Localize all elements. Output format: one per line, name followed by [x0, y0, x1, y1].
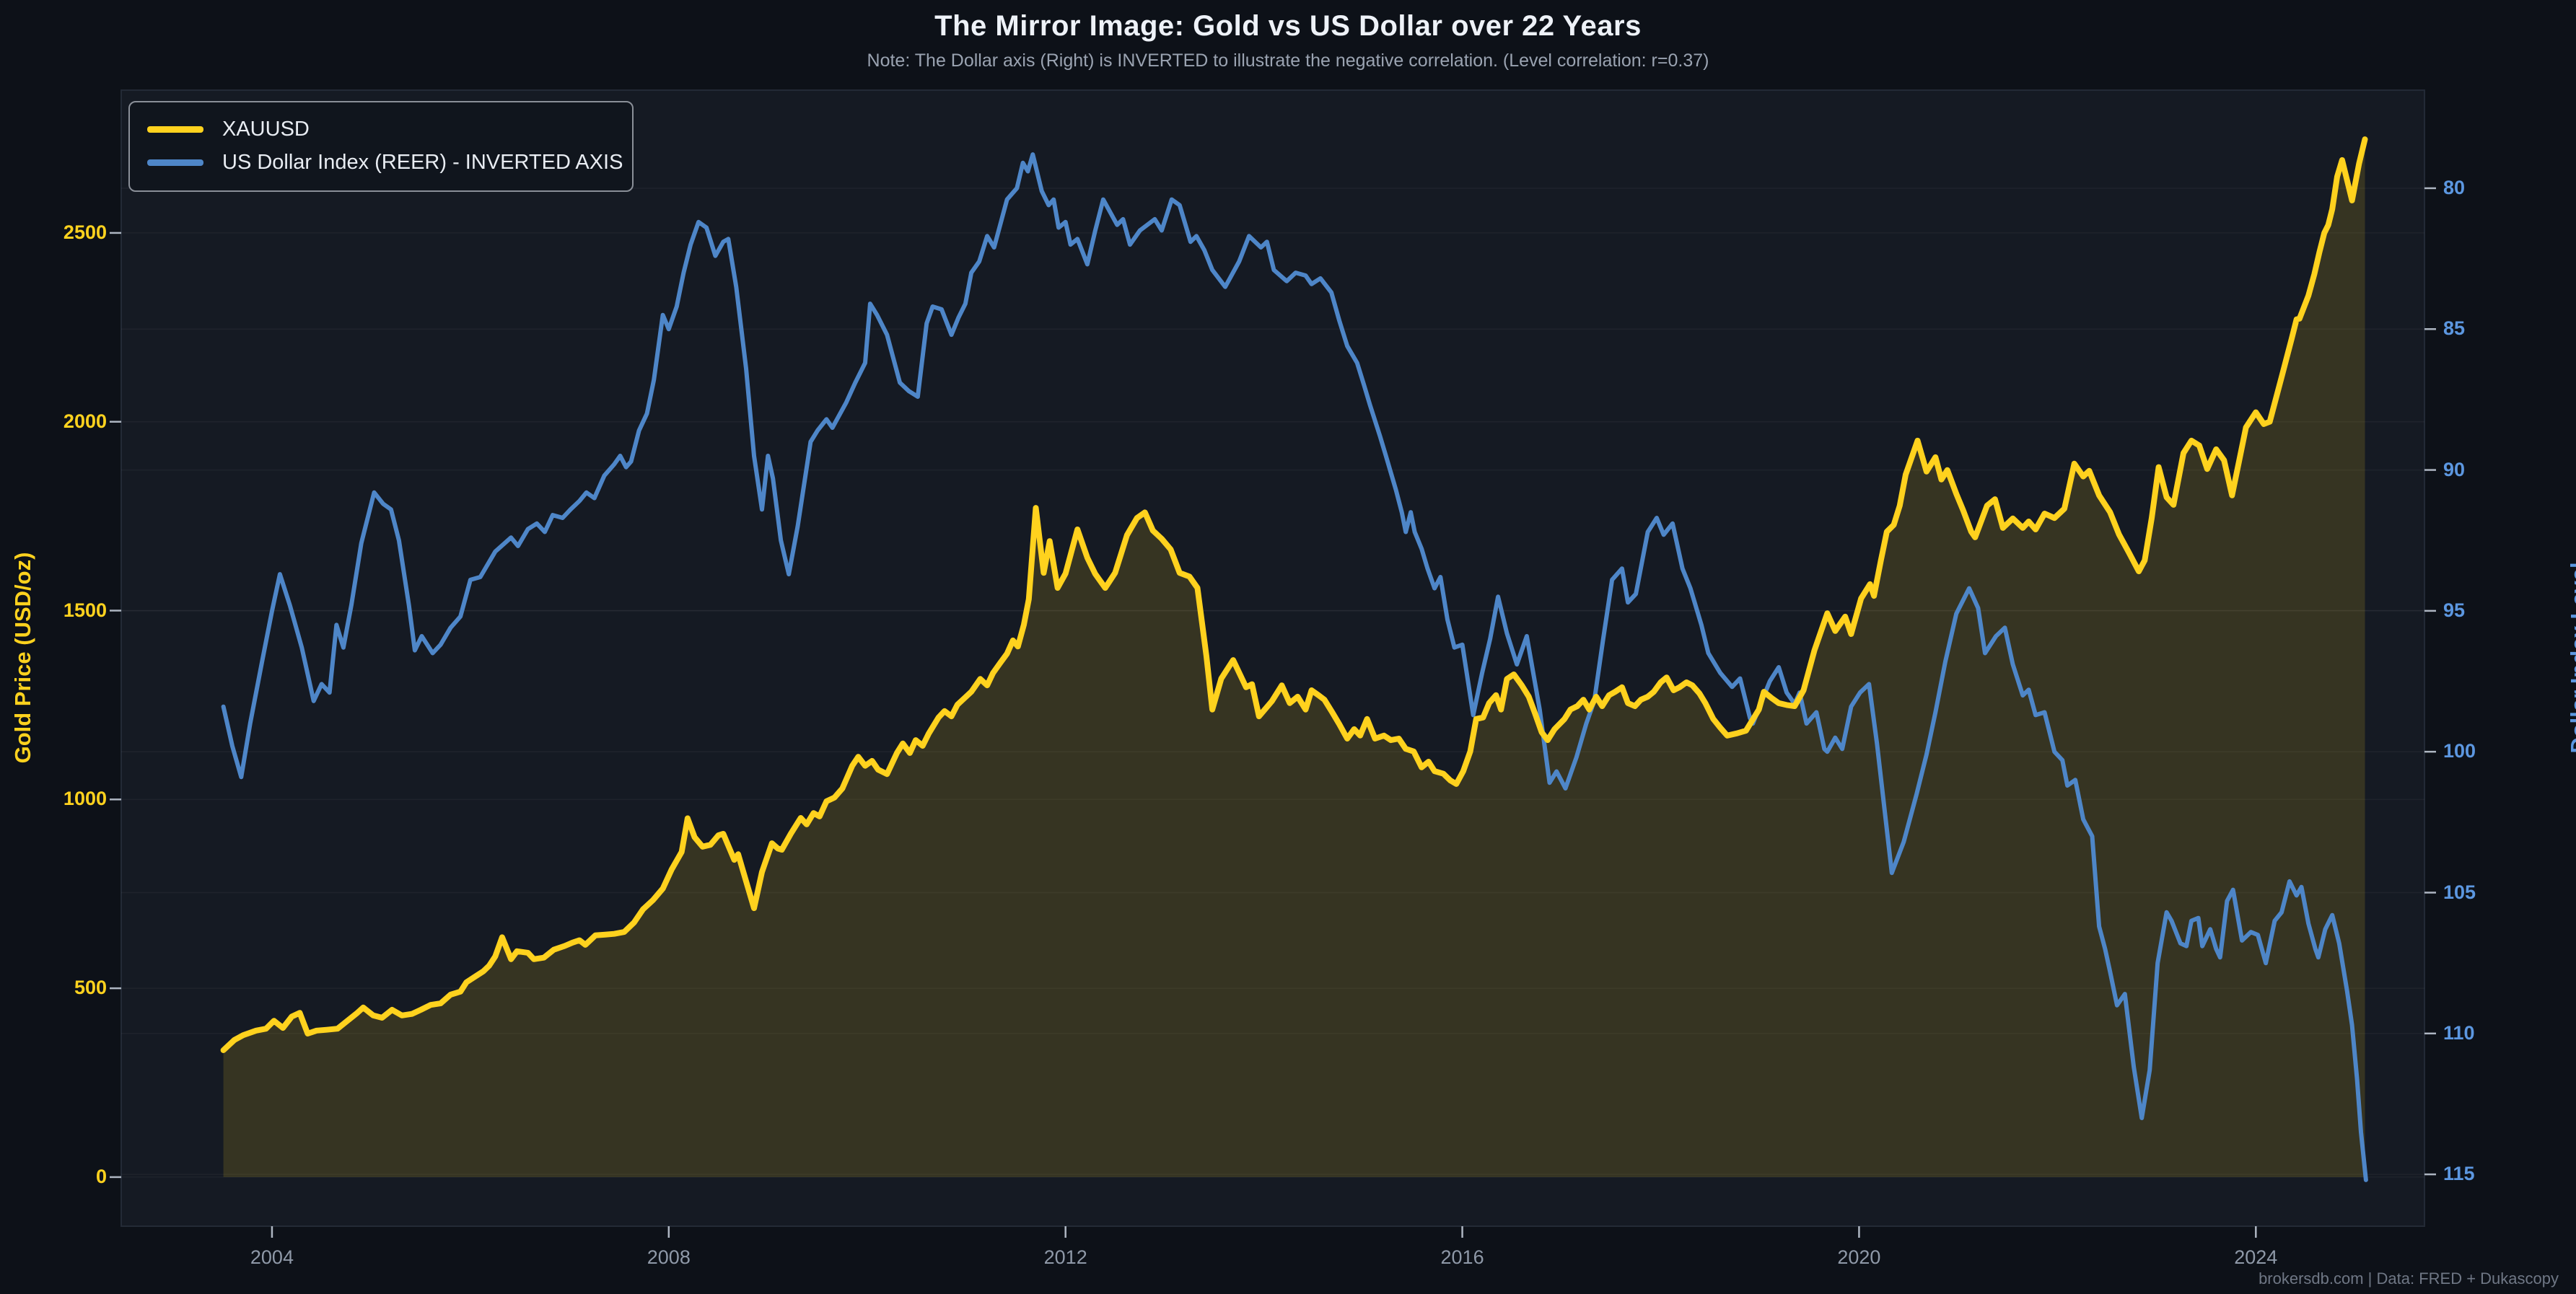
x-axis-tick-label: 2016 [1440, 1246, 1484, 1268]
dollar-line-series [221, 152, 2368, 1182]
left-axis-tick-label: 2500 [63, 221, 107, 243]
right-axis-tick-label: 105 [2443, 881, 2476, 903]
chart-title: The Mirror Image: Gold vs US Dollar over… [934, 10, 1642, 42]
gold-line-series [220, 136, 2368, 1053]
plot-background [121, 89, 2425, 1227]
right-axis-tick-label: 80 [2443, 176, 2466, 198]
right-axis-tick-label: 95 [2443, 599, 2466, 621]
attribution-text: brokersdb.com | Data: FRED + Dukascopy [2259, 1269, 2559, 1288]
right-axis-tick-label: 100 [2443, 740, 2476, 762]
x-axis-tick-label: 2024 [2234, 1246, 2278, 1268]
right-axis-tick-label: 110 [2443, 1021, 2475, 1044]
right-axis-tick-label: 85 [2443, 317, 2466, 340]
gold-line-swatch-icon [147, 126, 203, 133]
legend-label-dollar-index: US Dollar Index (REER) - INVERTED AXIS [222, 150, 623, 174]
left-axis-title: Gold Price (USD/oz) [10, 552, 35, 764]
x-axis-tick-label: 2012 [1043, 1246, 1087, 1268]
left-axis-tick-label: 0 [95, 1165, 107, 1187]
left-axis-tick-label: 1500 [63, 599, 107, 621]
legend-item-dollar-index: US Dollar Index (REER) - INVERTED AXIS [147, 146, 623, 179]
left-axis-tick-label: 1000 [63, 788, 107, 810]
legend-item-xauusd: XAUUSD [147, 113, 615, 146]
left-axis-tick-label: 2000 [63, 410, 107, 432]
dollar-line-swatch-icon [147, 159, 203, 166]
gold-area-fill [223, 139, 2365, 1177]
right-axis-title: Dollar Index Level [2566, 562, 2576, 754]
left-axis-tick-label: 500 [74, 977, 107, 999]
legend: XAUUSD US Dollar Index (REER) - INVERTED… [128, 101, 634, 192]
right-axis-tick-label: 90 [2443, 458, 2466, 480]
legend-label-xauusd: XAUUSD [222, 117, 310, 141]
chart-subtitle: Note: The Dollar axis (Right) is INVERTE… [867, 50, 1709, 71]
right-axis-tick-label: 115 [2443, 1163, 2475, 1185]
x-axis-tick-label: 2020 [1837, 1246, 1881, 1268]
x-axis-tick-label: 2004 [250, 1246, 294, 1268]
x-axis-tick-label: 2008 [647, 1246, 691, 1268]
